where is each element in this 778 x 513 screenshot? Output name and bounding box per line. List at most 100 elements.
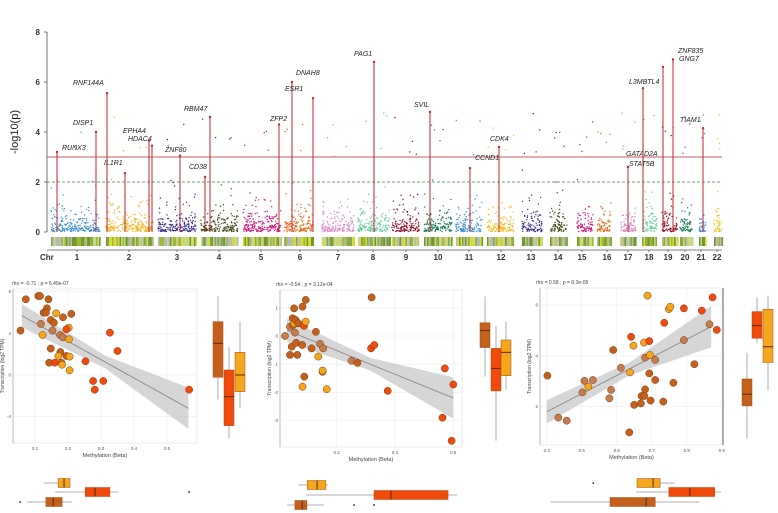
snp-point xyxy=(620,223,622,225)
snp-point xyxy=(230,188,232,190)
snp-point xyxy=(554,211,556,213)
band-segment xyxy=(343,237,345,246)
snp-point xyxy=(125,220,128,222)
snp-point xyxy=(165,230,168,233)
band-segment xyxy=(162,237,165,246)
chromosome-20-points xyxy=(679,116,693,233)
gene-peak-point xyxy=(178,154,182,157)
snp-point xyxy=(411,226,413,228)
snp-point xyxy=(370,215,373,217)
snp-point xyxy=(523,225,525,228)
snp-point xyxy=(169,226,171,229)
snp-point xyxy=(529,225,531,227)
snp-point xyxy=(251,213,253,215)
snp-point xyxy=(655,224,657,226)
data-point xyxy=(59,313,67,322)
snp-point xyxy=(488,213,490,216)
data-point xyxy=(690,360,699,369)
band-segment xyxy=(192,237,195,246)
snp-point xyxy=(409,215,411,217)
band-segment xyxy=(323,237,326,246)
band-segment xyxy=(560,237,563,246)
snp-point xyxy=(51,217,53,219)
snp-point xyxy=(323,228,325,230)
snp-point xyxy=(530,212,532,215)
snp-point xyxy=(409,151,411,153)
band-segment xyxy=(469,237,472,246)
snp-point xyxy=(492,226,494,228)
snp-point xyxy=(447,226,449,229)
snp-point xyxy=(271,226,273,229)
band-segment xyxy=(331,237,333,246)
snp-point xyxy=(392,200,395,202)
snp-point xyxy=(698,218,701,220)
snp-point xyxy=(459,214,461,217)
snp-point xyxy=(643,210,645,213)
snp-point xyxy=(406,224,408,226)
snp-point xyxy=(111,204,114,206)
snp-point xyxy=(134,213,136,216)
band-segment xyxy=(168,237,171,246)
chromosome-19-points xyxy=(661,126,678,233)
snp-point xyxy=(130,195,133,198)
snp-point xyxy=(337,229,339,231)
chromosome-12-points xyxy=(486,127,515,233)
band-segment xyxy=(57,237,59,246)
snp-point xyxy=(634,229,636,232)
snp-point xyxy=(364,226,366,229)
snp-point xyxy=(118,224,120,227)
snp-point xyxy=(331,229,333,231)
snp-point xyxy=(138,223,140,226)
snp-point xyxy=(535,222,537,224)
y-tick-label: 0 xyxy=(8,372,11,377)
band-segment xyxy=(603,237,605,246)
snp-point xyxy=(380,215,382,217)
snp-point xyxy=(402,203,404,206)
snp-point xyxy=(465,215,468,218)
snp-point xyxy=(377,217,379,220)
band-segment xyxy=(276,237,278,246)
snp-point xyxy=(716,227,719,229)
snp-point xyxy=(387,220,390,222)
snp-point xyxy=(508,227,511,229)
snp-point xyxy=(351,222,353,224)
snp-point xyxy=(521,200,524,202)
snp-point xyxy=(158,221,160,224)
band-segment xyxy=(293,237,295,246)
snp-point xyxy=(487,224,490,226)
snp-point xyxy=(339,201,341,203)
snp-point xyxy=(690,204,692,206)
band-segment xyxy=(113,237,116,246)
band-segment xyxy=(553,237,555,246)
snp-point xyxy=(253,226,256,228)
gene-peak-point xyxy=(641,87,645,90)
snp-point xyxy=(587,213,589,215)
snp-point xyxy=(447,224,449,226)
data-point xyxy=(447,436,456,445)
band-segment xyxy=(405,237,408,246)
snp-point xyxy=(684,210,686,213)
snp-point xyxy=(184,224,186,226)
snp-point xyxy=(64,224,67,226)
data-point xyxy=(307,344,316,353)
data-point xyxy=(298,382,307,391)
snp-point xyxy=(666,222,668,224)
snp-point xyxy=(496,230,499,233)
data-point xyxy=(65,352,74,361)
snp-point xyxy=(718,208,720,210)
snp-point xyxy=(259,221,262,223)
snp-point xyxy=(717,215,719,217)
snp-point xyxy=(553,230,556,232)
data-point xyxy=(113,347,122,355)
snp-point xyxy=(559,131,561,134)
snp-point xyxy=(418,225,420,228)
snp-point xyxy=(146,229,148,231)
snp-point xyxy=(268,227,270,229)
snp-point xyxy=(412,222,414,225)
band-segment xyxy=(440,237,443,246)
snp-point xyxy=(716,190,719,193)
snp-point xyxy=(526,228,528,230)
band-segment xyxy=(376,237,378,246)
gene-label: DNAH8 xyxy=(296,70,320,77)
band-segment xyxy=(382,237,384,246)
